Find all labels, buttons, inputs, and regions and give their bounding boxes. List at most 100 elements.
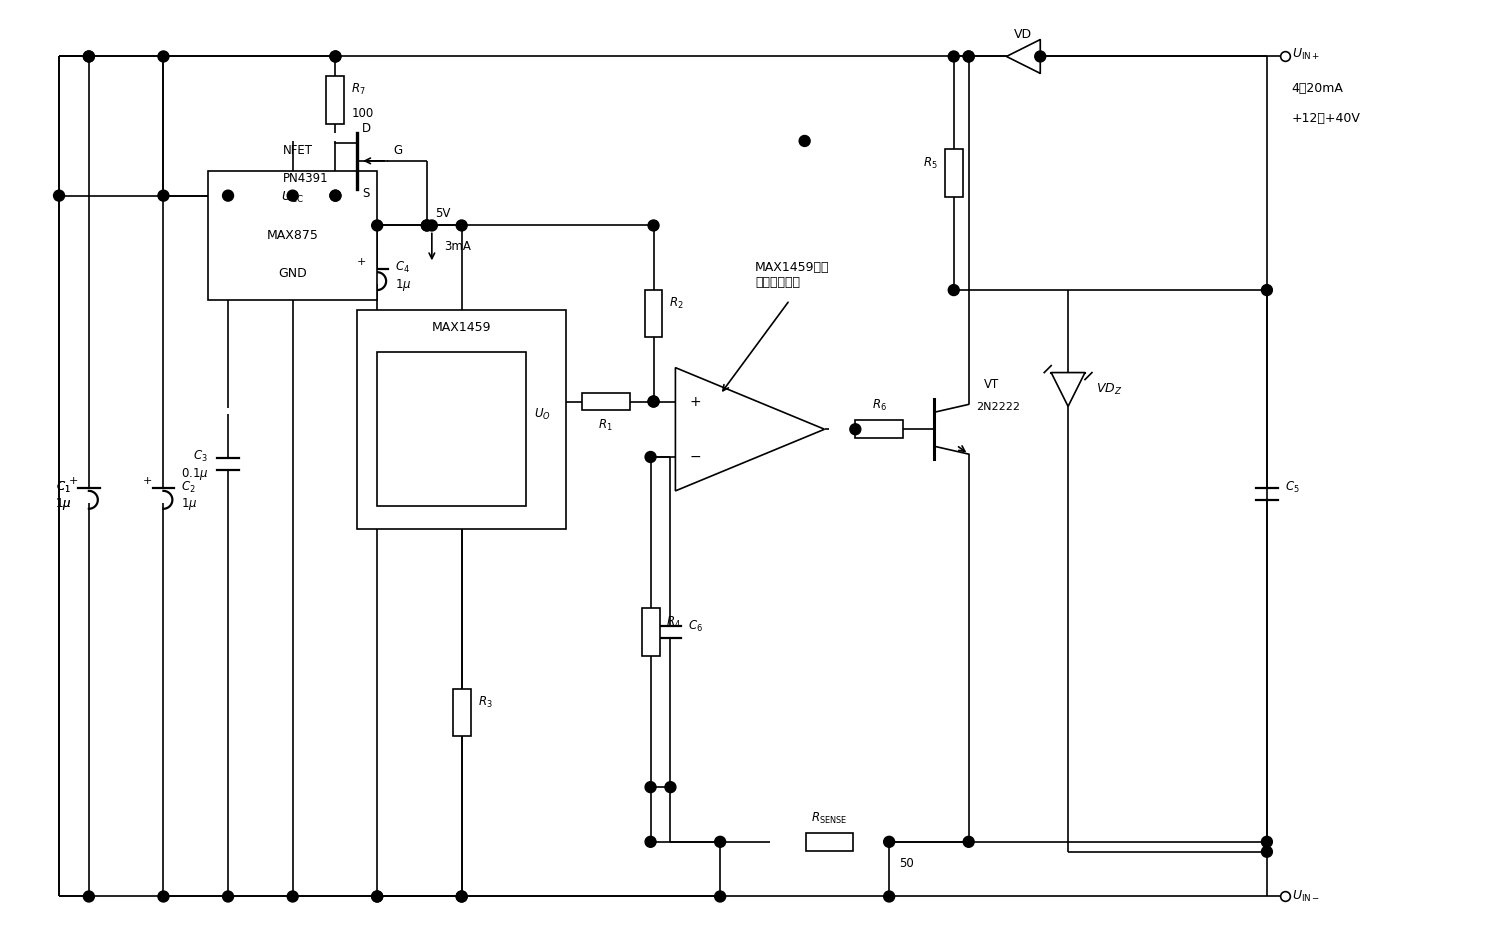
Text: MAX1459: MAX1459: [432, 321, 491, 334]
Text: $U_{\mathrm{CC}}$: $U_{\mathrm{CC}}$: [281, 190, 304, 205]
Circle shape: [457, 891, 467, 902]
Text: $U_O$: $U_O$: [534, 407, 551, 422]
Text: $R_5$: $R_5$: [923, 156, 937, 171]
Circle shape: [83, 51, 94, 62]
Circle shape: [799, 136, 809, 146]
Circle shape: [714, 836, 726, 848]
Text: VD: VD: [1015, 28, 1033, 42]
Text: PN4391: PN4391: [283, 172, 329, 185]
Text: 5V: 5V: [434, 207, 451, 220]
Text: +: +: [68, 476, 77, 486]
Bar: [644, 290, 662, 337]
Bar: [376, 352, 527, 506]
Text: $R_7$: $R_7$: [351, 82, 366, 97]
Text: 1$\mu$: 1$\mu$: [182, 496, 198, 512]
Circle shape: [646, 451, 656, 463]
Circle shape: [457, 891, 467, 902]
Circle shape: [948, 51, 960, 62]
Text: $R_3$: $R_3$: [478, 695, 493, 710]
Circle shape: [158, 891, 170, 902]
Text: 1$\mu$: 1$\mu$: [396, 278, 412, 293]
Text: 100: 100: [351, 107, 373, 120]
Text: 50: 50: [899, 857, 914, 870]
Circle shape: [158, 51, 170, 62]
Text: D: D: [362, 122, 372, 135]
Circle shape: [649, 396, 659, 407]
Text: $C_3$: $C_3$: [193, 448, 208, 464]
Circle shape: [223, 190, 234, 201]
Bar: [357, 310, 565, 529]
Text: +: +: [689, 395, 701, 409]
Circle shape: [1262, 836, 1272, 848]
Circle shape: [421, 220, 433, 231]
Text: S: S: [362, 187, 369, 200]
Text: $C_6$: $C_6$: [689, 618, 704, 633]
Text: +12～+40V: +12～+40V: [1292, 111, 1360, 125]
Circle shape: [330, 190, 341, 201]
Circle shape: [646, 836, 656, 848]
Text: +: +: [143, 476, 152, 486]
Text: $C_1$: $C_1$: [57, 480, 71, 496]
Polygon shape: [1006, 40, 1040, 74]
Text: $R_2$: $R_2$: [670, 296, 684, 312]
Circle shape: [457, 220, 467, 231]
Circle shape: [372, 891, 382, 902]
Circle shape: [714, 891, 726, 902]
Circle shape: [83, 51, 94, 62]
Text: 2N2222: 2N2222: [976, 402, 1021, 413]
Text: 1$\mu$: 1$\mu$: [55, 496, 71, 512]
Bar: [856, 420, 903, 438]
Circle shape: [649, 220, 659, 231]
Circle shape: [54, 190, 64, 201]
Circle shape: [1262, 284, 1272, 295]
Text: VT: VT: [984, 378, 998, 391]
Text: 0.1$\mu$: 0.1$\mu$: [180, 466, 208, 482]
Text: $U_{\mathrm{DD}}$: $U_{\mathrm{DD}}$: [440, 379, 463, 395]
Text: $R_{\mathrm{SENSE}}$: $R_{\mathrm{SENSE}}$: [811, 811, 848, 826]
Text: 3mA: 3mA: [443, 241, 470, 253]
Text: $C_5$: $C_5$: [1284, 480, 1299, 496]
Circle shape: [421, 220, 433, 231]
Text: $U_{\mathrm{SS}}$: $U_{\mathrm{SS}}$: [442, 464, 461, 479]
Text: $VD_Z$: $VD_Z$: [1097, 382, 1122, 397]
Text: $C_4$: $C_4$: [396, 260, 411, 275]
Circle shape: [287, 190, 298, 201]
Circle shape: [1034, 51, 1046, 62]
Text: NFET: NFET: [283, 144, 312, 158]
Circle shape: [372, 891, 382, 902]
Circle shape: [649, 396, 659, 407]
Text: $C_1$: $C_1$: [57, 480, 71, 496]
Bar: [452, 689, 470, 736]
Text: MAX875: MAX875: [266, 228, 318, 242]
Circle shape: [330, 190, 341, 201]
Circle shape: [330, 51, 341, 62]
Text: GND: GND: [278, 266, 307, 279]
Circle shape: [884, 891, 894, 902]
Text: $U_{\mathrm{IN-}}$: $U_{\mathrm{IN-}}$: [1292, 889, 1320, 904]
Circle shape: [83, 891, 94, 902]
Text: +: +: [357, 258, 366, 267]
Text: −: −: [689, 450, 701, 464]
Circle shape: [223, 891, 234, 902]
Text: 4～20mA: 4～20mA: [1292, 82, 1344, 94]
Text: $R_1$: $R_1$: [598, 417, 613, 432]
Circle shape: [884, 836, 894, 848]
Circle shape: [646, 782, 656, 793]
Polygon shape: [676, 367, 824, 491]
Bar: [805, 833, 853, 851]
Bar: [582, 393, 629, 411]
Circle shape: [850, 424, 862, 435]
Circle shape: [948, 284, 960, 295]
Circle shape: [372, 220, 382, 231]
Circle shape: [963, 51, 975, 62]
Text: 1$\mu$: 1$\mu$: [55, 496, 71, 512]
Text: OUT: OUT: [439, 423, 464, 436]
Circle shape: [963, 836, 975, 848]
Text: $U_{\mathrm{IN+}}$: $U_{\mathrm{IN+}}$: [1292, 47, 1320, 62]
Bar: [641, 608, 659, 656]
Text: MAX1459内部
的备用放大器: MAX1459内部 的备用放大器: [754, 261, 829, 289]
Bar: [945, 149, 963, 197]
Text: G: G: [393, 144, 402, 158]
Text: $R_4$: $R_4$: [667, 615, 682, 630]
Bar: [208, 171, 376, 300]
